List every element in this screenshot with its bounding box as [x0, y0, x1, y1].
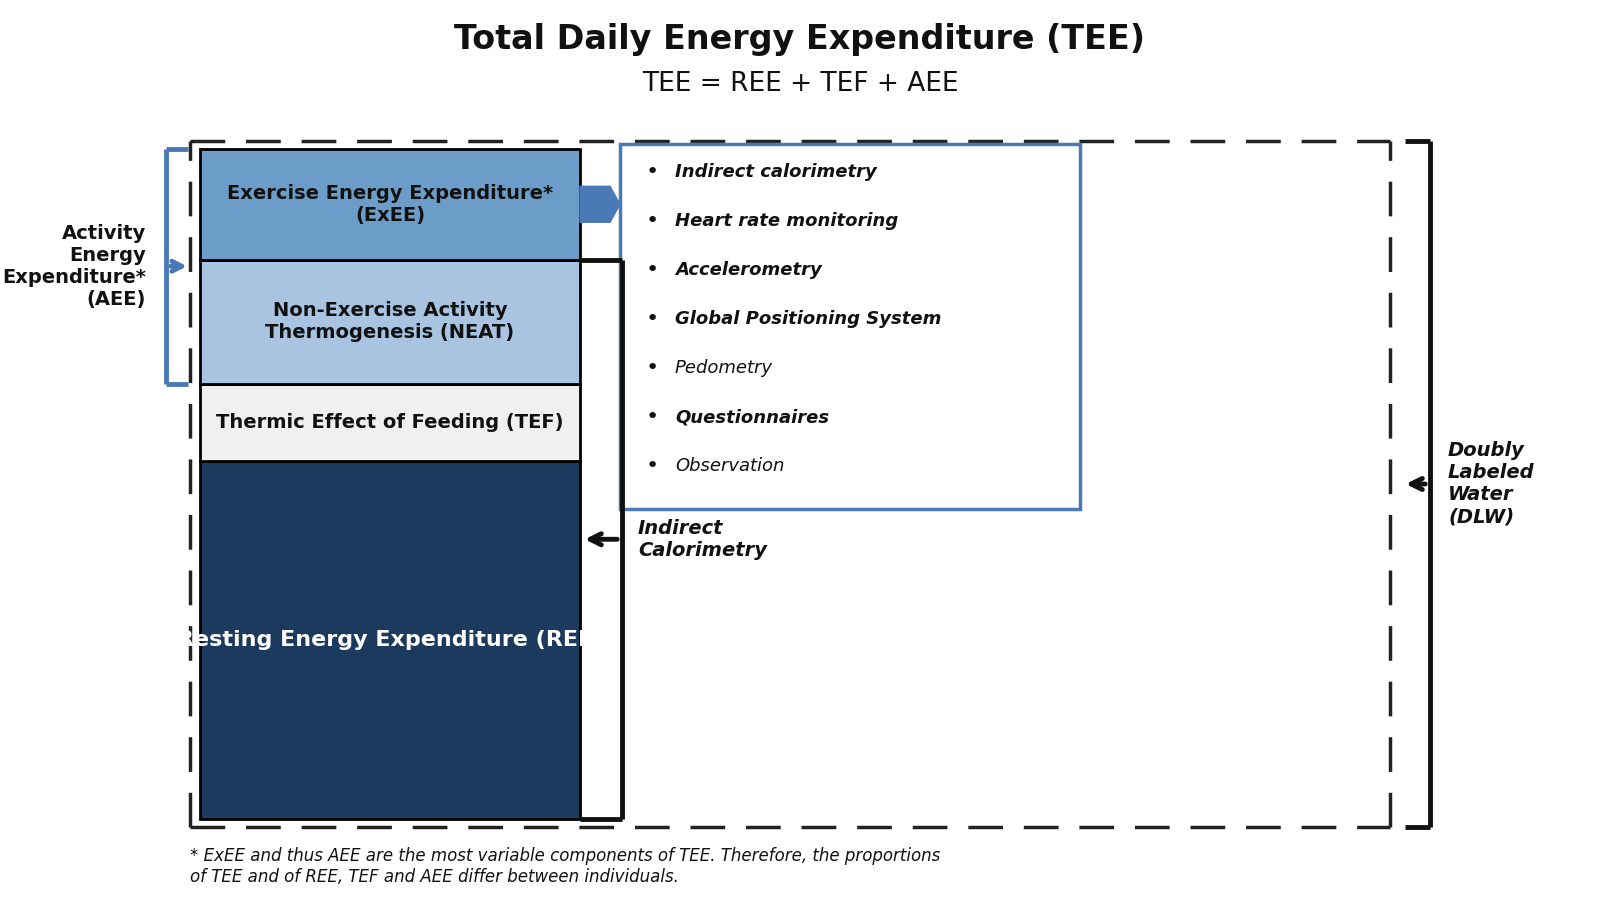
Text: •: • — [645, 309, 659, 329]
Text: •: • — [645, 407, 659, 427]
Text: •: • — [645, 456, 659, 476]
Text: Heart rate monitoring: Heart rate monitoring — [675, 212, 898, 230]
Polygon shape — [579, 186, 621, 223]
Text: Exercise Energy Expenditure*
(ExEE): Exercise Energy Expenditure* (ExEE) — [227, 184, 554, 225]
Text: Activity
Energy
Expenditure*
(AEE): Activity Energy Expenditure* (AEE) — [2, 224, 146, 309]
Text: Thermic Effect of Feeding (TEF): Thermic Effect of Feeding (TEF) — [216, 413, 563, 432]
Bar — [621, 144, 1080, 509]
Text: Global Positioning System: Global Positioning System — [675, 310, 941, 328]
Bar — [200, 260, 579, 384]
Text: Questionnaires: Questionnaires — [675, 408, 829, 426]
Text: Resting Energy Expenditure (REE): Resting Energy Expenditure (REE) — [178, 630, 603, 650]
Text: TEE = REE + TEF + AEE: TEE = REE + TEF + AEE — [642, 71, 958, 97]
Text: •: • — [645, 211, 659, 231]
Text: * ExEE and thus AEE are the most variable components of TEE. Therefore, the prop: * ExEE and thus AEE are the most variabl… — [190, 847, 941, 885]
Text: Doubly
Labeled
Water
(DLW): Doubly Labeled Water (DLW) — [1448, 442, 1534, 526]
Text: Accelerometry: Accelerometry — [675, 261, 822, 279]
Text: Total Daily Energy Expenditure (TEE): Total Daily Energy Expenditure (TEE) — [454, 23, 1146, 55]
Text: •: • — [645, 358, 659, 378]
Text: •: • — [645, 260, 659, 280]
Text: Indirect
Calorimetry: Indirect Calorimetry — [638, 519, 766, 560]
Bar — [200, 461, 579, 819]
Text: Observation: Observation — [675, 457, 784, 475]
Text: Non-Exercise Activity
Thermogenesis (NEAT): Non-Exercise Activity Thermogenesis (NEA… — [266, 301, 515, 342]
Text: •: • — [645, 162, 659, 182]
Text: Indirect calorimetry: Indirect calorimetry — [675, 163, 877, 181]
Bar — [200, 384, 579, 461]
Bar — [200, 149, 579, 260]
Text: Pedometry: Pedometry — [675, 359, 773, 377]
